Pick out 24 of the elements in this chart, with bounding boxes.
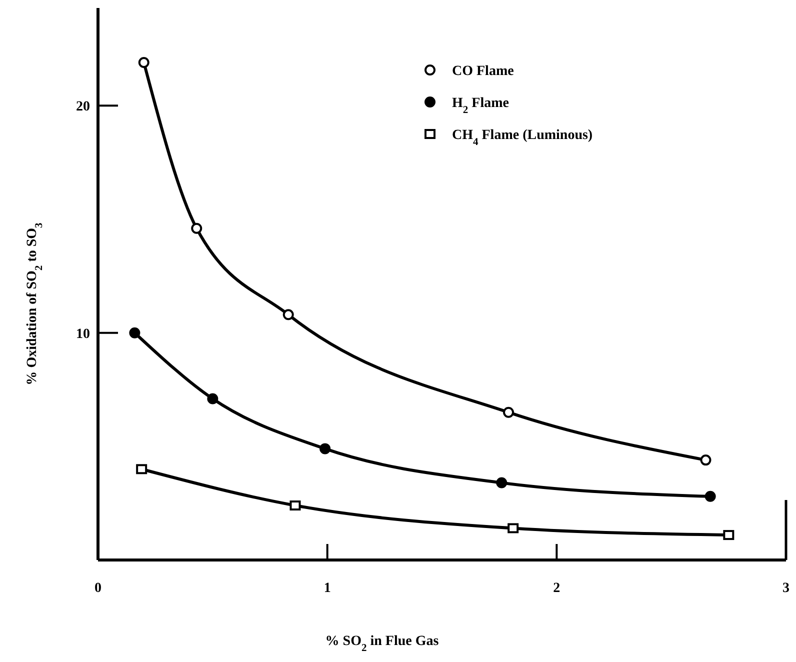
- point: [704, 490, 716, 502]
- point: [723, 530, 734, 540]
- x-tick-label: 3: [782, 581, 790, 596]
- point: [282, 309, 294, 320]
- point: [191, 222, 202, 234]
- x-axis-title: % SO$_{2}$ in Flue Gas: [325, 634, 440, 654]
- legend-label: H$_{2}$ Flame: [452, 96, 509, 116]
- point: [136, 464, 148, 474]
- point: [129, 327, 140, 338]
- point: [207, 393, 218, 404]
- point: [508, 523, 519, 534]
- point: [290, 500, 301, 510]
- point: [320, 443, 331, 454]
- legend-label: CH$_{4}$ Flame (Luminous): [452, 128, 593, 148]
- point: [138, 57, 150, 68]
- x-tick-label: 2: [553, 581, 560, 596]
- x-tick-label: 1: [324, 581, 331, 596]
- point: [700, 454, 712, 466]
- y-tick-label: 20: [76, 100, 90, 115]
- y-tick-label: 10: [76, 326, 90, 342]
- x-tick-label: 0: [94, 581, 102, 596]
- point: [496, 477, 508, 488]
- point: [503, 406, 514, 418]
- legend-label: CO Flame: [452, 64, 514, 79]
